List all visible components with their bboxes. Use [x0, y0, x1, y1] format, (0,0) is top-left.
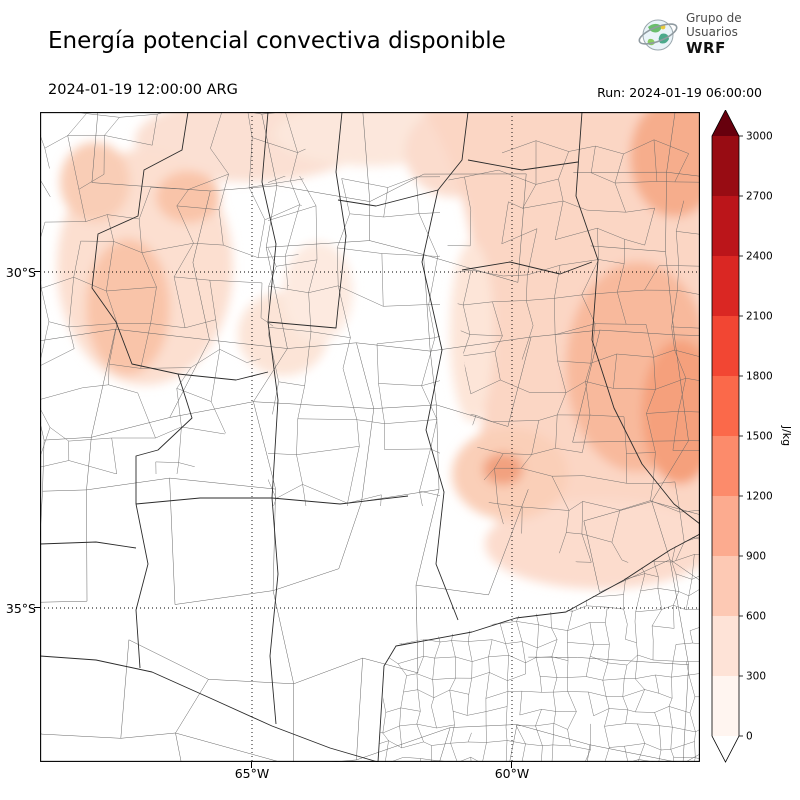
colorbar-over-arrow	[712, 110, 739, 136]
run-time-label: Run: 2024-01-19 06:00:00	[597, 85, 762, 100]
page-title: Energía potencial convectiva disponible	[48, 28, 506, 54]
xtick-label-65w: 65°W	[234, 766, 270, 781]
wrf-logo: Grupo de Usuarios WRF	[636, 11, 742, 57]
colorbar-tick-label: 2700	[746, 191, 773, 203]
colorbar-tick-label: 2400	[746, 251, 773, 263]
colorbar-tick-label: 1800	[746, 371, 773, 383]
colorbar-segment	[712, 436, 739, 496]
valid-time-label: 2024-01-19 12:00:00 ARG	[48, 82, 238, 98]
map-plot-area	[40, 112, 705, 764]
colorbar-segment	[712, 196, 739, 256]
department-boundaries-mesh	[40, 112, 700, 762]
ytick-mark	[34, 271, 40, 272]
logo-line-3: WRF	[686, 38, 726, 57]
xtick-mark	[511, 762, 512, 768]
colorbar-segment	[712, 136, 739, 196]
colorbar-tick-label: 3000	[746, 131, 773, 143]
globe-icon	[638, 19, 678, 51]
map-canvas	[40, 112, 705, 764]
colorbar-unit-label: J/kg	[780, 425, 793, 446]
xtick-mark	[251, 762, 252, 768]
colorbar-tick-label: 0	[746, 731, 753, 743]
logo-line-2: Usuarios	[686, 24, 738, 39]
cape-shading-layer	[57, 112, 700, 589]
logo-line-1: Grupo de	[686, 11, 742, 25]
colorbar: 30002700240021001800150012009006003000J/…	[711, 110, 793, 763]
ytick-label-35s: 35°S	[5, 601, 36, 616]
colorbar-segment	[712, 256, 739, 316]
colorbar-under-arrow	[712, 736, 739, 762]
colorbar-segment	[712, 496, 739, 556]
colorbar-segment	[712, 556, 739, 616]
colorbar-segment	[712, 616, 739, 676]
colorbar-tick-label: 300	[746, 671, 766, 683]
colorbar-tick-label: 2100	[746, 311, 773, 323]
logo-text: Grupo de Usuarios WRF	[686, 11, 742, 57]
colorbar-segment	[712, 376, 739, 436]
colorbar-segment	[712, 676, 739, 736]
map-frame	[40, 112, 700, 762]
province-borders-layer	[40, 112, 700, 762]
colorbar-tick-label: 1200	[746, 491, 773, 503]
colorbar-tick-label: 600	[746, 611, 766, 623]
ytick-mark	[34, 607, 40, 608]
ytick-label-30s: 30°S	[5, 265, 36, 280]
colorbar-tick-label: 1500	[746, 431, 773, 443]
colorbar-tick-label: 900	[746, 551, 766, 563]
xtick-label-60w: 60°W	[494, 766, 530, 781]
gridlines-layer	[40, 112, 700, 762]
colorbar-segment	[712, 316, 739, 376]
